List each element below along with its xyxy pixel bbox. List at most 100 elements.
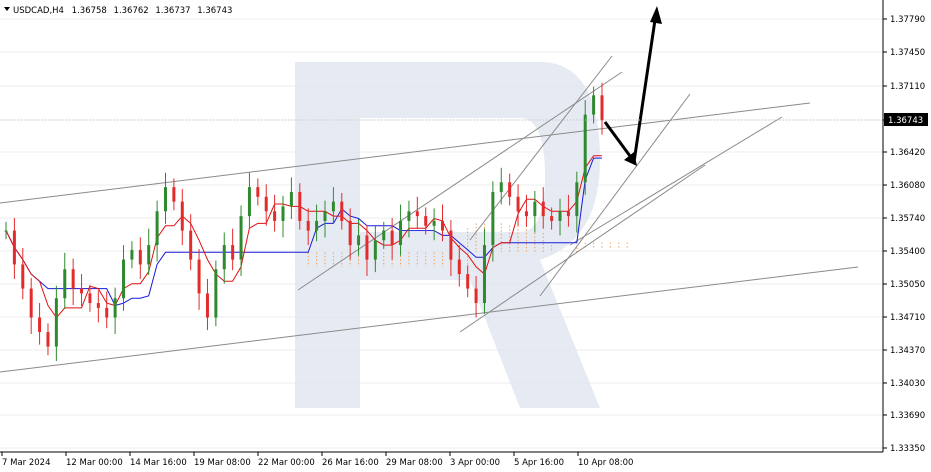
time-tick-label: 12 Mar 00:00 xyxy=(66,458,123,468)
chart-header: USDCAD,H4 1.36758 1.36762 1.36737 1.3674… xyxy=(4,6,232,16)
svg-text:USDCAD,H4 1.36758: USDCAD,H4 1.36758 1.36762 1.36737 1.3674… xyxy=(13,6,232,16)
time-tick-label: 5 Apr 16:00 xyxy=(514,458,564,468)
candle-body xyxy=(105,307,109,318)
candle-body xyxy=(222,245,226,270)
candle-body xyxy=(256,187,260,197)
header-low: 1.36737 xyxy=(155,6,190,16)
candle-body xyxy=(172,187,176,202)
candle-body xyxy=(264,196,268,212)
price-tick-label: 1.37110 xyxy=(890,82,925,92)
forecast-arrows xyxy=(603,6,662,166)
candle-body xyxy=(373,240,377,260)
candle-body xyxy=(63,269,67,299)
candle-body xyxy=(524,211,528,217)
header-symbol: USDCAD,H4 xyxy=(13,6,64,16)
candle-body xyxy=(155,211,159,246)
candle-body xyxy=(441,220,445,231)
price-axis[interactable]: 1.37790 1.37450 1.37110 1.36420 1.36080 1.357… xyxy=(883,15,925,454)
time-tick-label: 7 Mar 2024 xyxy=(2,458,50,468)
price-tick-label: 1.36420 xyxy=(890,148,925,158)
forecast-arrow-down xyxy=(603,121,632,157)
trend-line-steep-1 xyxy=(297,71,623,291)
candle-body xyxy=(474,288,478,304)
candle-body xyxy=(348,220,352,246)
candle-body xyxy=(205,293,209,318)
candle-body xyxy=(130,249,134,260)
candle-body xyxy=(583,114,587,183)
candle-body xyxy=(415,211,419,217)
candle-body xyxy=(424,216,428,226)
price-tick-label: 1.34370 xyxy=(890,346,925,356)
price-tick-label: 1.35050 xyxy=(890,280,925,290)
candle-body xyxy=(550,216,554,221)
candle-body xyxy=(592,95,596,115)
candle-body xyxy=(340,201,344,221)
tenkan-sen-line xyxy=(5,155,602,319)
candle-body xyxy=(508,182,512,197)
time-tick-label: 14 Mar 16:00 xyxy=(130,458,187,468)
time-tick-label: 26 Mar 16:00 xyxy=(322,458,379,468)
candle-body xyxy=(113,298,117,318)
price-tick-label: 1.36080 xyxy=(890,181,925,191)
candle-body xyxy=(147,245,151,265)
time-tick-label: 3 Apr 00:00 xyxy=(450,458,500,468)
time-tick-label: 22 Mar 00:00 xyxy=(258,458,315,468)
trend-channels xyxy=(0,55,859,373)
candle-body xyxy=(566,211,570,217)
candle-body xyxy=(239,216,243,260)
candle-body xyxy=(46,332,50,347)
candle-body xyxy=(289,191,293,207)
candle-body xyxy=(306,220,310,231)
candle-body xyxy=(214,269,218,318)
forecast-arrow-up xyxy=(632,19,657,163)
time-axis[interactable]: 7 Mar 2024 12 Mar 00:00 14 Mar 16:00 19 Mar… xyxy=(1,452,633,468)
price-tick-label: 1.33350 xyxy=(890,444,925,454)
candle-body xyxy=(88,293,92,304)
price-tick-label: 1.34030 xyxy=(890,379,925,389)
trend-line-lower xyxy=(0,266,859,373)
price-tick-label: 1.35740 xyxy=(890,214,925,224)
header-dropdown-icon[interactable] xyxy=(4,7,10,11)
candle-body xyxy=(399,220,403,246)
candle-body xyxy=(80,288,84,294)
candle-body xyxy=(482,245,486,304)
forecast-arrow-up-head xyxy=(650,6,662,24)
candle-body xyxy=(541,201,545,217)
price-tick-label: 1.34710 xyxy=(890,313,925,323)
candle-body xyxy=(180,201,184,231)
candle-body xyxy=(96,303,100,308)
candle-body xyxy=(71,269,75,289)
trend-line-steep-5 xyxy=(459,164,706,333)
candle-body xyxy=(331,201,335,212)
candle-body xyxy=(54,298,58,347)
candle-body xyxy=(315,220,319,231)
candle-body xyxy=(516,196,520,212)
candle-body xyxy=(38,317,42,333)
candle-body xyxy=(600,95,604,121)
candle-body xyxy=(357,235,361,246)
trend-line-steep-3 xyxy=(539,93,691,297)
candle-body xyxy=(407,211,411,221)
candle-body xyxy=(390,230,394,246)
header-high: 1.36762 xyxy=(114,6,149,16)
candle-body xyxy=(4,230,8,232)
candle-body xyxy=(365,235,369,260)
candle-body xyxy=(29,288,33,318)
time-tick-label: 19 Mar 08:00 xyxy=(194,458,251,468)
header-close: 1.36743 xyxy=(197,6,232,16)
price-tick-label: 1.33690 xyxy=(890,411,925,421)
candle-body xyxy=(432,220,436,226)
candle-body xyxy=(499,182,503,192)
candle-body xyxy=(533,201,537,217)
candle-body xyxy=(21,264,25,289)
candle-body xyxy=(273,211,277,221)
candle-body xyxy=(323,211,327,221)
candlestick-series xyxy=(4,82,604,362)
candle-body xyxy=(163,187,167,212)
price-tick-label: 1.37790 xyxy=(890,15,925,25)
time-tick-label: 10 Apr 08:00 xyxy=(578,458,633,468)
candle-body xyxy=(189,230,193,260)
price-tick-label: 1.35400 xyxy=(890,247,925,257)
current-price-marker: 1.36743 xyxy=(884,113,928,126)
